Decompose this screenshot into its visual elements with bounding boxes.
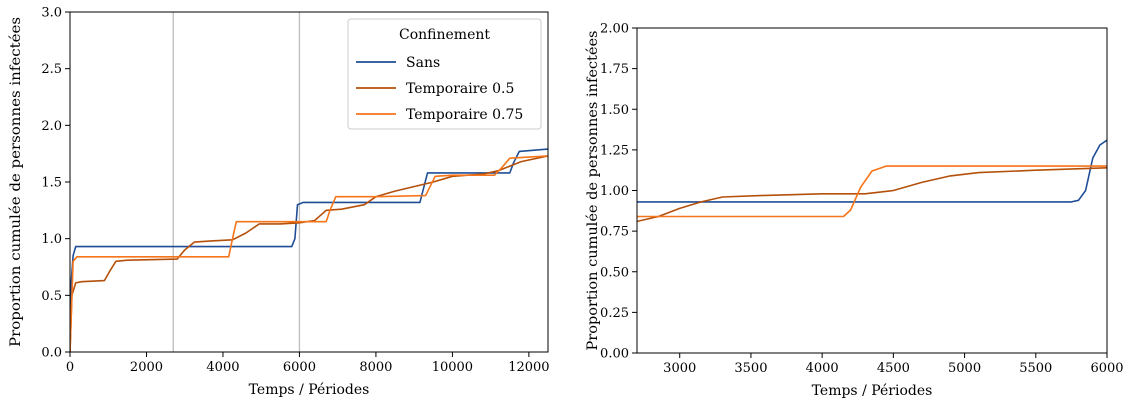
left-x-ticks: 0 2000 4000 6000 8000 10000 12000 bbox=[66, 352, 550, 375]
left-series bbox=[70, 148, 548, 352]
left-y-tick-label: 3.0 bbox=[41, 6, 62, 21]
right-x-tick-label: 5000 bbox=[948, 361, 981, 376]
right-y-ticks: 0.00 0.25 0.50 0.75 1.00 1.25 1.50 1.75 2.00 bbox=[600, 22, 637, 362]
right-x-tick-label: 3000 bbox=[663, 361, 696, 376]
right-x-tick-label: 4500 bbox=[877, 361, 910, 376]
right-chart: 3000 3500 4000 4500 5000 5500 6000 0.00 0.25 0.5… bbox=[585, 22, 1124, 400]
left-x-tick-label: 2000 bbox=[130, 360, 163, 375]
right-series-temp075 bbox=[637, 165, 1107, 218]
left-x-tick-label: 4000 bbox=[206, 360, 239, 375]
left-series-sans bbox=[70, 148, 548, 352]
left-series-temp075 bbox=[70, 155, 548, 352]
right-series bbox=[637, 139, 1107, 223]
legend: Confinement Sans Temporaire 0.5 Temporaire… bbox=[347, 18, 542, 130]
left-chart: 0 2000 4000 6000 8000 10000 12000 0.0 0.5 1.0 1.5… bbox=[8, 6, 550, 399]
left-x-tick-label: 8000 bbox=[359, 360, 392, 375]
right-x-tick-label: 4000 bbox=[806, 361, 839, 376]
right-x-ticks: 3000 3500 4000 4500 5000 5500 6000 bbox=[663, 353, 1124, 376]
left-x-tick-label: 10000 bbox=[432, 360, 473, 375]
right-x-tick-label: 5500 bbox=[1019, 361, 1052, 376]
right-x-tick-label: 6000 bbox=[1090, 361, 1123, 376]
left-series-temp05 bbox=[70, 155, 548, 352]
right-x-axis-label: Temps / Périodes bbox=[812, 383, 933, 399]
right-y-tick-label: 0.75 bbox=[600, 225, 629, 240]
left-y-tick-label: 1.5 bbox=[41, 176, 62, 191]
left-y-tick-label: 1.0 bbox=[41, 232, 62, 247]
right-y-tick-label: 2.00 bbox=[600, 22, 629, 37]
left-y-tick-label: 2.0 bbox=[41, 119, 62, 134]
left-x-tick-label: 0 bbox=[66, 360, 74, 375]
right-y-tick-label: 0.00 bbox=[600, 347, 629, 362]
left-x-tick-label: 6000 bbox=[283, 360, 316, 375]
right-y-tick-label: 1.50 bbox=[600, 103, 629, 118]
legend-label-sans: Sans bbox=[406, 55, 440, 71]
left-y-ticks: 0.0 0.5 1.0 1.5 2.0 2.5 3.0 bbox=[41, 6, 70, 361]
right-series-temp05 bbox=[637, 167, 1107, 223]
right-y-tick-label: 1.00 bbox=[600, 184, 629, 199]
legend-title: Confinement bbox=[399, 27, 490, 43]
left-x-tick-label: 12000 bbox=[508, 360, 549, 375]
right-plot-frame bbox=[636, 27, 1108, 354]
right-y-axis-label: Proportion cumulée de personnes infectée… bbox=[585, 31, 601, 351]
right-x-tick-label: 3500 bbox=[734, 361, 767, 376]
left-y-tick-label: 0.5 bbox=[41, 289, 62, 304]
right-y-tick-label: 1.75 bbox=[600, 62, 629, 77]
left-x-axis-label: Temps / Périodes bbox=[249, 382, 370, 398]
legend-label-temp05: Temporaire 0.5 bbox=[406, 81, 514, 97]
left-y-tick-label: 2.5 bbox=[41, 62, 62, 77]
right-y-tick-label: 0.50 bbox=[600, 265, 629, 280]
left-y-tick-label: 0.0 bbox=[41, 346, 62, 361]
left-y-axis-label: Proportion cumulée de personnes infectée… bbox=[8, 17, 24, 347]
left-vlines bbox=[172, 12, 301, 352]
right-y-tick-label: 1.25 bbox=[600, 143, 629, 158]
right-series-sans bbox=[637, 139, 1107, 203]
legend-label-temp075: Temporaire 0.75 bbox=[406, 107, 523, 123]
right-y-tick-label: 0.25 bbox=[600, 306, 629, 321]
legend-box bbox=[347, 18, 542, 130]
